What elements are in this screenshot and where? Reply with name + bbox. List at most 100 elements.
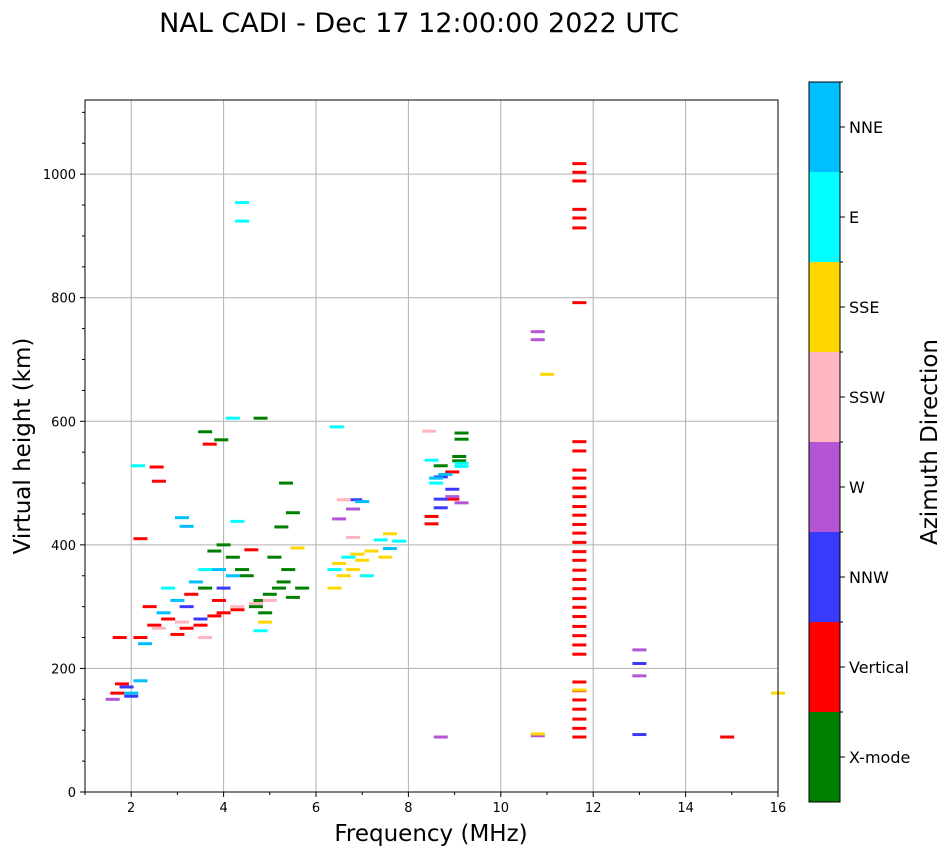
data-point: [274, 525, 289, 529]
data-point: [572, 688, 587, 692]
data-point: [355, 500, 370, 504]
y-tick-label: 800: [51, 292, 76, 307]
data-point: [110, 691, 125, 695]
data-point: [572, 170, 587, 174]
y-tick-label: 0: [68, 786, 76, 801]
data-point: [572, 577, 587, 581]
data-point: [454, 464, 469, 468]
data-point: [572, 301, 587, 305]
data-point: [198, 430, 213, 434]
data-point: [327, 568, 342, 572]
data-point: [281, 568, 296, 572]
data-point: [572, 615, 587, 619]
colorbar-segment: [809, 532, 840, 622]
colorbar-tick-label: X-mode: [849, 748, 910, 767]
data-point: [332, 561, 347, 565]
data-point: [258, 620, 273, 624]
data-point: [235, 568, 250, 572]
data-point: [429, 476, 444, 480]
data-point: [445, 487, 460, 491]
data-point: [124, 694, 139, 698]
data-point: [329, 425, 344, 429]
data-point: [445, 470, 460, 474]
data-point: [359, 574, 374, 578]
data-point: [147, 623, 162, 627]
data-point: [572, 513, 587, 517]
data-point: [133, 537, 148, 541]
data-point: [438, 472, 453, 476]
colorbar-frame: [808, 81, 841, 803]
data-point: [373, 538, 388, 542]
data-point: [572, 495, 587, 499]
plot-frame: [84, 99, 779, 793]
y-axis-label: Virtual height (km): [10, 338, 36, 555]
data-point: [214, 438, 229, 442]
data-point: [429, 481, 444, 485]
data-point: [424, 514, 439, 518]
data-point: [572, 179, 587, 183]
colorbar-segment: [809, 82, 840, 172]
data-point: [572, 226, 587, 230]
data-point: [179, 626, 194, 630]
colorbar-tick-label: W: [849, 478, 865, 497]
data-point: [572, 605, 587, 609]
data-point: [211, 598, 226, 602]
data-point: [378, 555, 393, 559]
data-point: [350, 552, 365, 556]
y-tick-label: 1000: [43, 168, 76, 183]
data-point: [211, 568, 226, 572]
data-point: [530, 330, 545, 334]
data-point: [336, 574, 351, 578]
data-point: [253, 598, 268, 602]
data-point: [267, 555, 282, 559]
data-point: [632, 674, 647, 678]
data-point: [225, 416, 240, 420]
colorbar-tick-label: SSE: [849, 298, 879, 317]
data-point: [382, 547, 397, 551]
data-point: [572, 162, 587, 166]
data-point: [175, 620, 190, 624]
data-point: [133, 679, 148, 683]
data-point: [161, 617, 176, 621]
colorbar-tick-label: E: [849, 208, 859, 227]
data-point: [572, 522, 587, 526]
data-point: [530, 732, 545, 736]
data-point: [193, 617, 208, 621]
data-point: [572, 568, 587, 572]
data-point: [355, 558, 370, 562]
data-point: [572, 717, 587, 721]
chart-title: NAL CADI - Dec 17 12:00:00 2022 UTC: [159, 8, 679, 39]
data-point: [345, 507, 360, 511]
data-point: [133, 636, 148, 640]
data-point: [454, 461, 469, 465]
data-point: [572, 726, 587, 730]
data-point: [530, 338, 545, 342]
data-point: [572, 550, 587, 554]
data-point: [445, 495, 460, 499]
data-point: [572, 449, 587, 453]
colorbar-segment: [809, 712, 840, 802]
data-point: [720, 735, 735, 739]
data-point: [452, 459, 467, 463]
x-tick-label: 2: [127, 801, 135, 816]
data-point: [572, 216, 587, 220]
data-point: [572, 735, 587, 739]
data-point: [392, 539, 407, 543]
data-point: [454, 501, 469, 505]
data-point: [278, 481, 293, 485]
y-axis-ticks: 0 200 400 600 800 1000: [43, 111, 85, 801]
data-point: [290, 546, 305, 550]
data-point: [124, 691, 139, 695]
data-point: [572, 652, 587, 656]
colorbar-tick-label: NNW: [849, 568, 889, 587]
data-point: [244, 548, 259, 552]
colorbar-tick-label: SSW: [849, 388, 885, 407]
y-tick-label: 400: [51, 539, 76, 554]
data-point: [572, 643, 587, 647]
data-point: [382, 532, 397, 536]
data-point: [530, 734, 545, 738]
data-point: [188, 580, 203, 584]
data-point: [230, 605, 245, 609]
data-point: [433, 735, 448, 739]
data-point: [161, 586, 176, 590]
